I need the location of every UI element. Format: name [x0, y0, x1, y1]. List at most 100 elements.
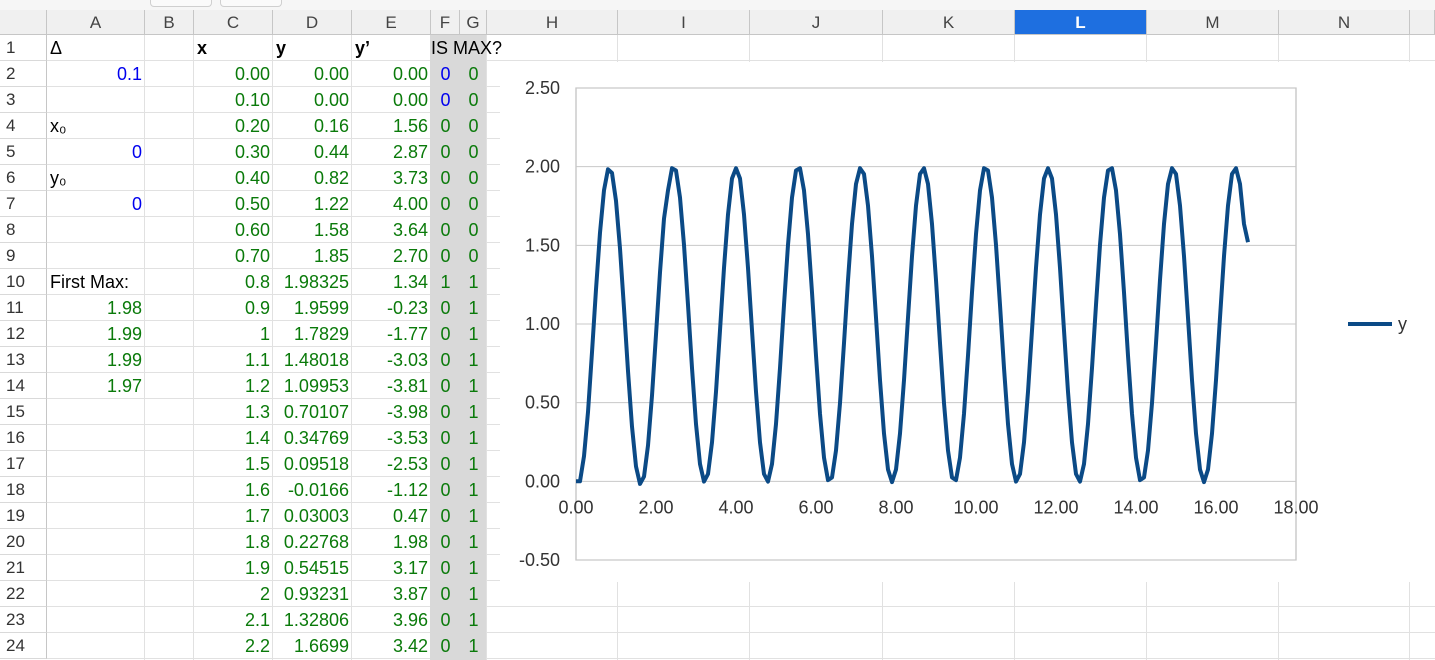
column-header-j[interactable]: J — [750, 10, 883, 35]
cell-c16[interactable]: 1.4 — [244, 428, 270, 448]
cell-f9[interactable]: 0 — [440, 246, 451, 266]
cell-d9[interactable]: 1.85 — [313, 246, 349, 266]
cell-g17[interactable]: 1 — [468, 454, 479, 474]
cell-a14[interactable]: 1.97 — [106, 376, 142, 396]
cell-g3[interactable]: 0 — [468, 90, 479, 110]
cell-e14[interactable]: -3.81 — [386, 376, 428, 396]
column-header-f[interactable]: F — [431, 10, 460, 35]
cell-e19[interactable]: 0.47 — [392, 506, 428, 526]
cell-d15[interactable]: 0.70107 — [283, 402, 349, 422]
row-header[interactable]: 8 — [0, 217, 47, 243]
cell-d2[interactable]: 0.00 — [313, 64, 349, 84]
cell-c18[interactable]: 1.6 — [244, 480, 270, 500]
cell-d3[interactable]: 0.00 — [313, 90, 349, 110]
column-header-m[interactable]: M — [1147, 10, 1279, 35]
column-header-k[interactable]: K — [883, 10, 1015, 35]
row-header[interactable]: 22 — [0, 581, 47, 607]
row-header[interactable]: 9 — [0, 243, 47, 269]
cell-g12[interactable]: 1 — [468, 324, 479, 344]
cell-g23[interactable]: 1 — [468, 610, 479, 630]
select-all-corner[interactable] — [0, 10, 47, 35]
row-header[interactable]: 11 — [0, 295, 47, 321]
cell-e21[interactable]: 3.17 — [392, 558, 428, 578]
column-header-e[interactable]: E — [352, 10, 431, 35]
cell-d22[interactable]: 0.93231 — [283, 584, 349, 604]
cell-e23[interactable]: 3.96 — [392, 610, 428, 630]
row-header[interactable]: 16 — [0, 425, 47, 451]
cell-a13[interactable]: 1.99 — [106, 350, 142, 370]
cell-d19[interactable]: 0.03003 — [283, 506, 349, 526]
cell-e18[interactable]: -1.12 — [386, 480, 428, 500]
cell-g6[interactable]: 0 — [468, 168, 479, 188]
cell-e9[interactable]: 2.70 — [392, 246, 428, 266]
cell-d5[interactable]: 0.44 — [313, 142, 349, 162]
cell-f8[interactable]: 0 — [440, 220, 451, 240]
cell-c5[interactable]: 0.30 — [234, 142, 270, 162]
cell-e24[interactable]: 3.42 — [392, 636, 428, 656]
cell-f22[interactable]: 0 — [440, 584, 451, 604]
cell-d21[interactable]: 0.54515 — [283, 558, 349, 578]
cell-f5[interactable]: 0 — [440, 142, 451, 162]
cell-c3[interactable]: 0.10 — [234, 90, 270, 110]
row-header[interactable]: 18 — [0, 477, 47, 503]
cell-a7[interactable]: 0 — [131, 194, 142, 214]
cell-e7[interactable]: 4.00 — [392, 194, 428, 214]
cell-g19[interactable]: 1 — [468, 506, 479, 526]
cell-g15[interactable]: 1 — [468, 402, 479, 422]
cell-c22[interactable]: 2 — [259, 584, 270, 604]
cell-e22[interactable]: 3.87 — [392, 584, 428, 604]
cell-a6[interactable]: y₀ — [50, 168, 67, 188]
cell-f10[interactable]: 1 — [440, 272, 451, 292]
cell-e10[interactable]: 1.34 — [392, 272, 428, 292]
cell-f14[interactable]: 0 — [440, 376, 451, 396]
cell-e5[interactable]: 2.87 — [392, 142, 428, 162]
cell-d1[interactable]: y — [276, 38, 287, 58]
cell-e1[interactable]: y’ — [355, 38, 371, 58]
row-header[interactable]: 19 — [0, 503, 47, 529]
cell-f24[interactable]: 0 — [440, 636, 451, 656]
cell-e12[interactable]: -1.77 — [386, 324, 428, 344]
cell-a10[interactable]: First Max: — [50, 272, 129, 292]
cell-e2[interactable]: 0.00 — [392, 64, 428, 84]
row-header[interactable]: 15 — [0, 399, 47, 425]
cell-d13[interactable]: 1.48018 — [283, 350, 349, 370]
cell-e8[interactable]: 3.64 — [392, 220, 428, 240]
cell-d17[interactable]: 0.09518 — [283, 454, 349, 474]
cell-a2[interactable]: 0.1 — [116, 64, 142, 84]
cell-f18[interactable]: 0 — [440, 480, 451, 500]
cell-f11[interactable]: 0 — [440, 298, 451, 318]
cell-g20[interactable]: 1 — [468, 532, 479, 552]
cell-f23[interactable]: 0 — [440, 610, 451, 630]
cell-d10[interactable]: 1.98325 — [283, 272, 349, 292]
cell-f15[interactable]: 0 — [440, 402, 451, 422]
column-header-g[interactable]: G — [460, 10, 487, 35]
cell-g24[interactable]: 1 — [468, 636, 479, 656]
toolbar-tab[interactable] — [220, 0, 282, 7]
cell-c9[interactable]: 0.70 — [234, 246, 270, 266]
cell-f19[interactable]: 0 — [440, 506, 451, 526]
cell-a12[interactable]: 1.99 — [106, 324, 142, 344]
row-header[interactable]: 20 — [0, 529, 47, 555]
row-header[interactable]: 4 — [0, 113, 47, 139]
row-header[interactable]: 23 — [0, 607, 47, 633]
cell-e6[interactable]: 3.73 — [392, 168, 428, 188]
column-header-i[interactable]: I — [618, 10, 750, 35]
line-chart[interactable]: -0.50 0.00 0.50 1.00 1.50 2.00 2.50 0.00 2.00 4.0… — [500, 62, 1435, 582]
cell-d12[interactable]: 1.7829 — [293, 324, 349, 344]
cell-e16[interactable]: -3.53 — [386, 428, 428, 448]
cell-d6[interactable]: 0.82 — [313, 168, 349, 188]
cell-f20[interactable]: 0 — [440, 532, 451, 552]
cell-c15[interactable]: 1.3 — [244, 402, 270, 422]
cell-g7[interactable]: 0 — [468, 194, 479, 214]
cell-d16[interactable]: 0.34769 — [283, 428, 349, 448]
cell-d7[interactable]: 1.22 — [313, 194, 349, 214]
cell-g14[interactable]: 1 — [468, 376, 479, 396]
cell-g9[interactable]: 0 — [468, 246, 479, 266]
cell-c6[interactable]: 0.40 — [234, 168, 270, 188]
cell-e4[interactable]: 1.56 — [392, 116, 428, 136]
cell-g4[interactable]: 0 — [468, 116, 479, 136]
row-header[interactable]: 14 — [0, 373, 47, 399]
cell-d11[interactable]: 1.9599 — [293, 298, 349, 318]
cell-d24[interactable]: 1.6699 — [293, 636, 349, 656]
cell-f3[interactable]: 0 — [440, 90, 451, 110]
